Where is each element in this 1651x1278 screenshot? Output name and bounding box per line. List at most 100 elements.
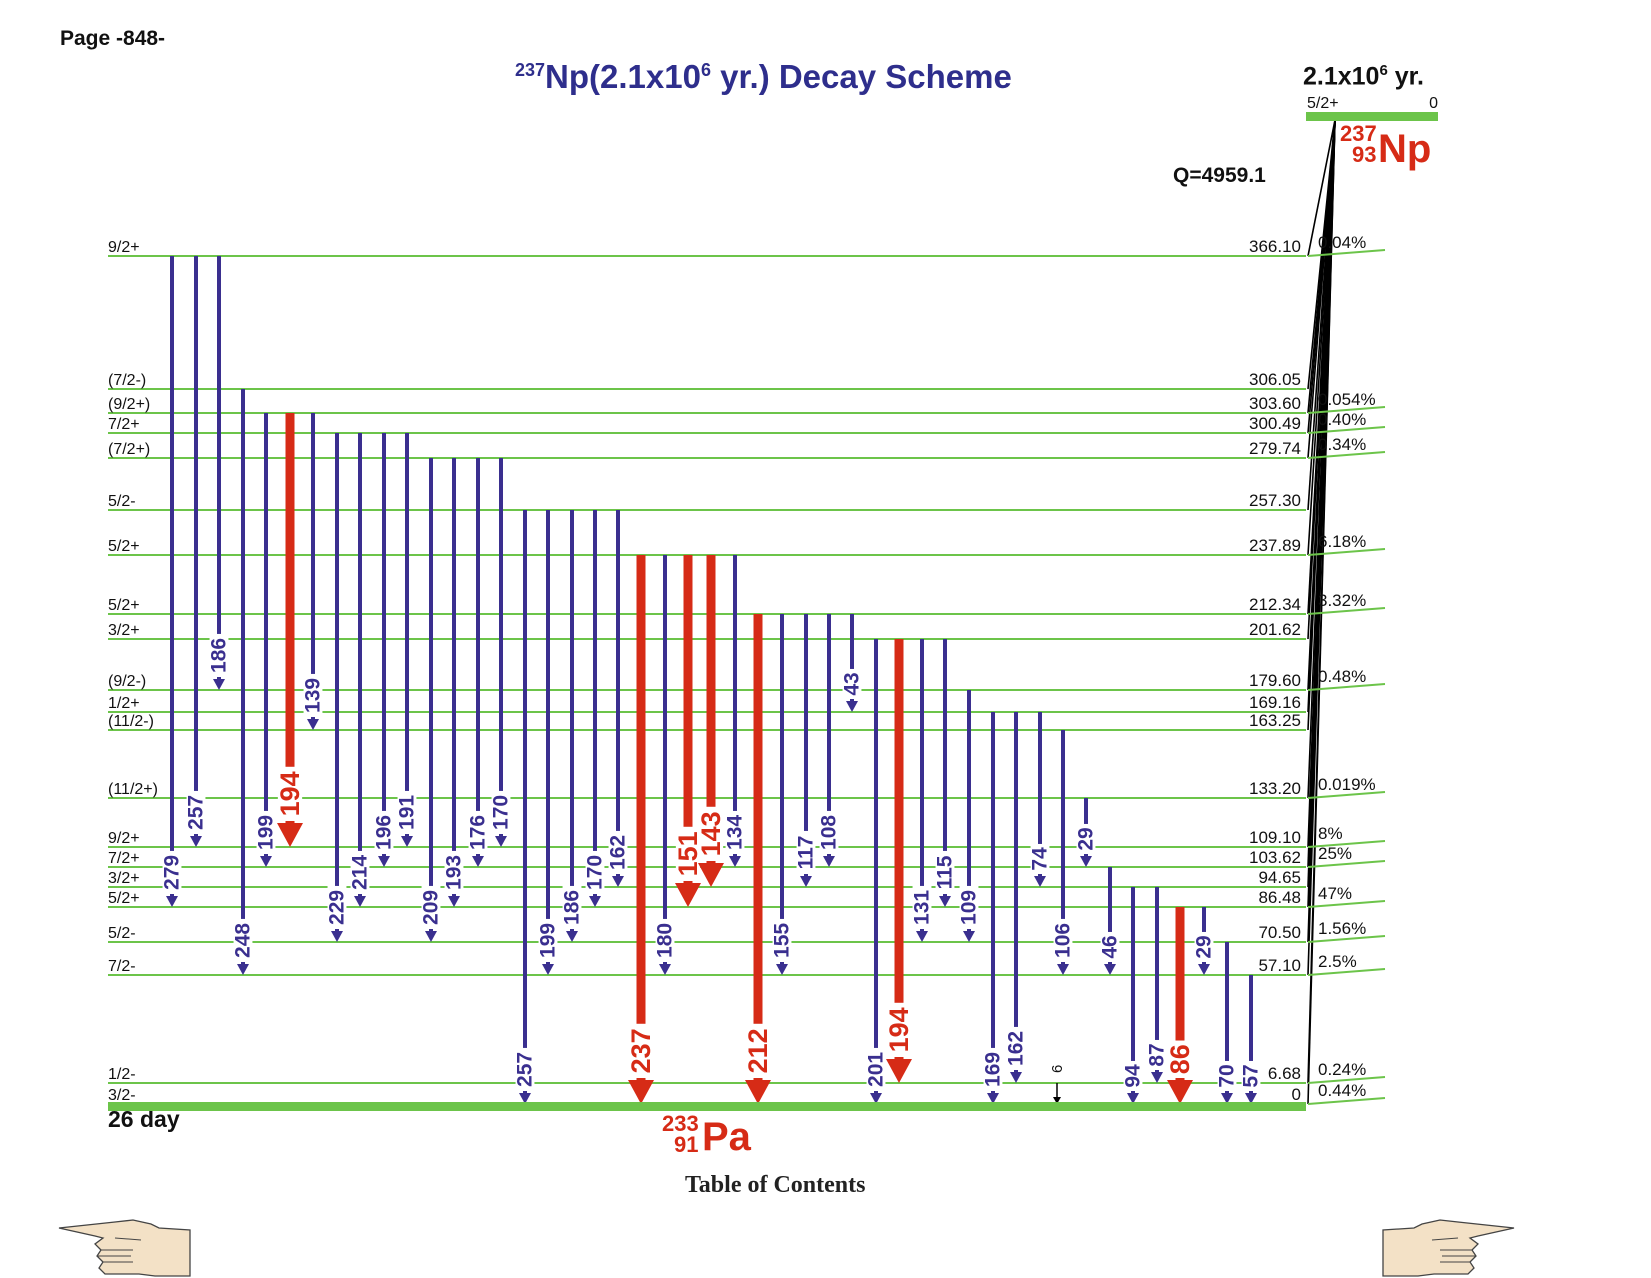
gamma-label-bg bbox=[538, 918, 558, 962]
feed-stub bbox=[1307, 683, 1386, 691]
gamma-line bbox=[217, 256, 221, 679]
gamma-label-bg bbox=[421, 885, 441, 929]
gamma-arrowhead bbox=[1221, 1093, 1233, 1104]
gamma-arrowhead bbox=[1245, 1093, 1257, 1104]
gamma-label: 162 bbox=[1005, 1031, 1028, 1066]
gamma-arrowhead bbox=[237, 964, 249, 975]
gamma-arrowhead bbox=[612, 876, 624, 887]
gamma-arrowhead bbox=[213, 679, 225, 690]
gamma-arrowhead bbox=[425, 931, 437, 942]
gamma-line bbox=[523, 510, 527, 1093]
gamma-arrowhead bbox=[886, 1059, 912, 1083]
gamma-line bbox=[827, 614, 831, 856]
gamma-line bbox=[636, 555, 646, 1080]
gamma-label: 193 bbox=[443, 855, 466, 890]
gamma-label: 170 bbox=[584, 855, 607, 890]
gamma-label-bg bbox=[1100, 931, 1120, 962]
q-value: Q=4959.1 bbox=[1173, 164, 1266, 187]
gamma-arrowhead bbox=[1198, 964, 1210, 975]
title-text: Np(2.1x10 bbox=[545, 58, 701, 95]
gamma-label: 196 bbox=[373, 815, 396, 850]
gamma-label-bg bbox=[233, 918, 253, 962]
gamma-line bbox=[170, 256, 174, 896]
gamma-line bbox=[285, 413, 295, 823]
gamma-line bbox=[358, 433, 362, 896]
level-energy: 201.62 bbox=[1249, 620, 1301, 639]
gamma-label-bg bbox=[959, 885, 979, 929]
gamma-label-bg bbox=[983, 1047, 1003, 1091]
feed-stub bbox=[1307, 900, 1386, 908]
gamma-label: 155 bbox=[771, 923, 794, 958]
toc-link[interactable]: Table of Contents bbox=[685, 1172, 866, 1198]
level-spin: (9/2+) bbox=[108, 396, 150, 413]
gamma-label-bg bbox=[698, 806, 724, 861]
left-hand-pointer[interactable] bbox=[55, 1218, 195, 1278]
gamma-arrowhead bbox=[1034, 876, 1046, 887]
gamma-label: 170 bbox=[490, 795, 513, 830]
gamma-label: 6 bbox=[1049, 1065, 1066, 1073]
gamma-label-bg bbox=[256, 810, 276, 854]
gamma-arrowhead bbox=[745, 1080, 771, 1104]
gamma-label-bg bbox=[1217, 1060, 1237, 1091]
gamma-label: 106 bbox=[1052, 923, 1075, 958]
level-spin: 5/2- bbox=[108, 925, 136, 942]
gamma-arrowhead bbox=[823, 856, 835, 867]
right-hand-pointer[interactable] bbox=[1378, 1218, 1518, 1278]
level-feed-percent: 0.40% bbox=[1318, 410, 1366, 429]
gamma-arrowhead bbox=[1127, 1093, 1139, 1104]
level-feed-percent: 1.56% bbox=[1318, 919, 1366, 938]
gamma-label-bg bbox=[350, 850, 370, 894]
gamma-arrowhead bbox=[776, 964, 788, 975]
diagram-title: 237Np(2.1x106 yr.) Decay Scheme bbox=[515, 58, 1012, 96]
gamma-label-bg bbox=[886, 1002, 912, 1057]
gamma-label-bg bbox=[585, 850, 605, 894]
gamma-line bbox=[683, 555, 693, 883]
gamma-label-bg bbox=[277, 766, 303, 821]
level-energy: 6.68 bbox=[1268, 1064, 1301, 1083]
gamma-label-bg bbox=[1030, 843, 1050, 874]
gamma-line bbox=[1014, 712, 1018, 1072]
feed-stub bbox=[1307, 1076, 1386, 1084]
gamma-line bbox=[593, 510, 597, 896]
daughter-mass: 233 bbox=[662, 1111, 699, 1136]
gamma-label: 87 bbox=[1146, 1043, 1169, 1066]
feed-stub bbox=[1307, 426, 1386, 434]
level-energy: 300.49 bbox=[1249, 414, 1301, 433]
gamma-label-bg bbox=[303, 673, 323, 717]
level-energy: 179.60 bbox=[1249, 671, 1301, 690]
gamma-arrowhead bbox=[870, 1093, 882, 1104]
gamma-label: 134 bbox=[724, 815, 747, 850]
daughter-symbol: Pa bbox=[702, 1115, 752, 1159]
gamma-arrowhead bbox=[846, 701, 858, 712]
parent-mass: 237 bbox=[1340, 121, 1377, 146]
gamma-arrowhead bbox=[987, 1093, 999, 1104]
gamma-label-bg bbox=[444, 850, 464, 894]
feed-stub bbox=[1307, 791, 1386, 799]
parent-z: 93 bbox=[1352, 142, 1376, 167]
gamma-line bbox=[943, 639, 947, 896]
gamma-label-bg bbox=[842, 668, 862, 699]
gamma-arrowhead bbox=[277, 823, 303, 847]
gamma-arrowhead bbox=[542, 964, 554, 975]
gamma-arrowhead bbox=[166, 896, 178, 907]
gamma-arrowhead bbox=[566, 931, 578, 942]
gamma-label-bg bbox=[1053, 918, 1073, 962]
level-feed-percent: 25% bbox=[1318, 844, 1352, 863]
gamma-arrowhead bbox=[1053, 1097, 1061, 1104]
gamma-label: 57 bbox=[1240, 1064, 1263, 1087]
gamma-line bbox=[850, 614, 854, 701]
gamma-label: 46 bbox=[1099, 935, 1122, 958]
gamma-label: 212 bbox=[743, 1028, 773, 1073]
gamma-label: 131 bbox=[911, 890, 934, 925]
gamma-label-bg bbox=[1194, 931, 1214, 962]
parent-level-bar bbox=[1306, 112, 1438, 121]
gamma-line bbox=[663, 555, 667, 964]
gamma-line bbox=[546, 510, 550, 964]
gamma-arrowhead bbox=[675, 883, 701, 907]
gamma-line bbox=[1155, 887, 1159, 1072]
gamma-line bbox=[452, 458, 456, 896]
gamma-label: 194 bbox=[884, 1007, 914, 1052]
gamma-line bbox=[1108, 867, 1112, 964]
gamma-label-bg bbox=[675, 826, 701, 881]
gamma-label: 139 bbox=[302, 678, 325, 713]
